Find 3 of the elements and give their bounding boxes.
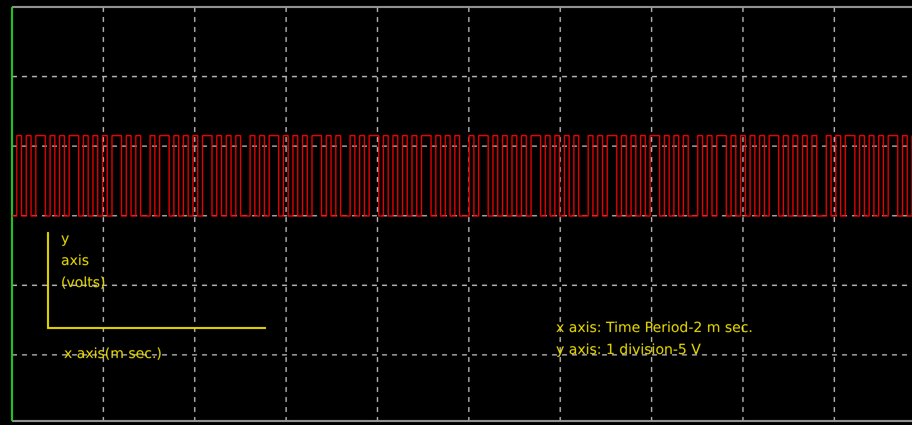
text: x axis(m sec.) [64,345,162,364]
text: y axis (volts) [61,230,106,293]
text: x axis: Time Period-2 m sec. y axis: 1 division-5 V [556,319,753,360]
